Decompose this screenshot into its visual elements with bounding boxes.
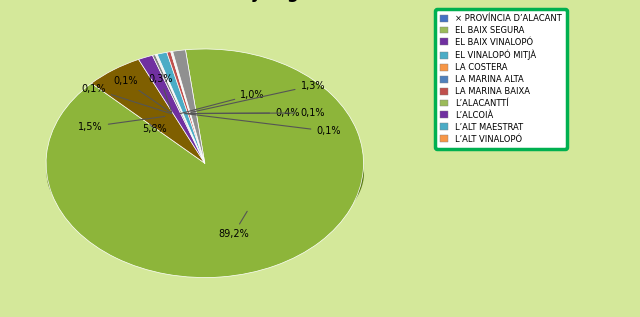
Wedge shape — [167, 52, 205, 163]
Text: 0,3%: 0,3% — [148, 74, 173, 113]
Wedge shape — [171, 51, 205, 163]
Wedge shape — [157, 52, 205, 163]
Wedge shape — [156, 55, 205, 163]
Title: Students enroled by regions: Students enroled by regions — [72, 0, 338, 2]
Text: 0,4%: 0,4% — [185, 108, 300, 118]
Text: 1,0%: 1,0% — [180, 90, 265, 113]
Text: 0,1%: 0,1% — [187, 114, 341, 136]
Text: 0,1%: 0,1% — [81, 84, 172, 114]
Legend: × PROVÍNCIA D’ALACANT, EL BAIX SEGURA, EL BAIX VINALOPÓ, EL VINALOPÓ MITJÀ, LA C: × PROVÍNCIA D’ALACANT, EL BAIX SEGURA, E… — [435, 9, 566, 149]
Wedge shape — [172, 51, 205, 163]
Wedge shape — [92, 59, 205, 163]
Text: 5,8%: 5,8% — [141, 124, 166, 134]
Wedge shape — [139, 55, 205, 163]
Text: 1,5%: 1,5% — [78, 116, 164, 132]
Text: 0,1%: 0,1% — [186, 108, 325, 118]
Wedge shape — [152, 55, 205, 163]
Wedge shape — [173, 50, 205, 163]
Wedge shape — [46, 49, 364, 277]
Text: 1,3%: 1,3% — [191, 81, 325, 112]
Wedge shape — [156, 54, 205, 163]
Text: 89,2%: 89,2% — [218, 211, 249, 239]
Text: 0,1%: 0,1% — [113, 76, 172, 113]
